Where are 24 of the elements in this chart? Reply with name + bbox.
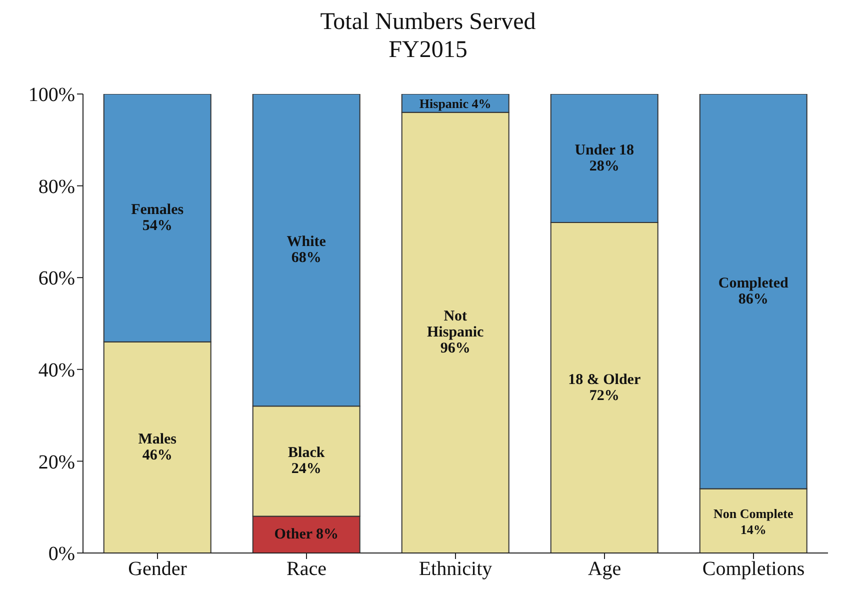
y-tick-label: 100% (28, 84, 75, 106)
data-label: Hispanic 4% (419, 96, 492, 111)
data-label: Black 24% (288, 445, 326, 478)
data-label: White 68% (286, 234, 326, 266)
data-label: 18 & Older 72% (568, 372, 641, 404)
x-tick-label: Race (286, 558, 327, 580)
y-tick-label: 60% (38, 268, 75, 290)
y-tick-label: 40% (38, 360, 75, 382)
y-tick-label: 80% (38, 176, 75, 198)
data-label: Females 54% (131, 202, 184, 234)
y-tick-label: 0% (48, 543, 75, 566)
x-tick-label: Ethnicity (418, 558, 492, 580)
data-label: Males 46% (138, 431, 177, 464)
data-label: Not Hispanic 96% (427, 308, 484, 357)
data-label: Completed 86% (718, 275, 790, 308)
x-tick-label: Completions (702, 558, 805, 580)
x-tick-label: Age (588, 558, 622, 580)
y-tick-label: 20% (38, 451, 75, 474)
data-label: Other 8% (274, 526, 339, 543)
chart-title: Total Numbers Served (319, 8, 537, 36)
chart-subtitle: FY2015 (388, 36, 468, 64)
data-label: Non Complete 14% (713, 505, 794, 536)
x-tick-label: Gender (128, 558, 188, 580)
data-label: Under 18 28% (574, 142, 634, 174)
